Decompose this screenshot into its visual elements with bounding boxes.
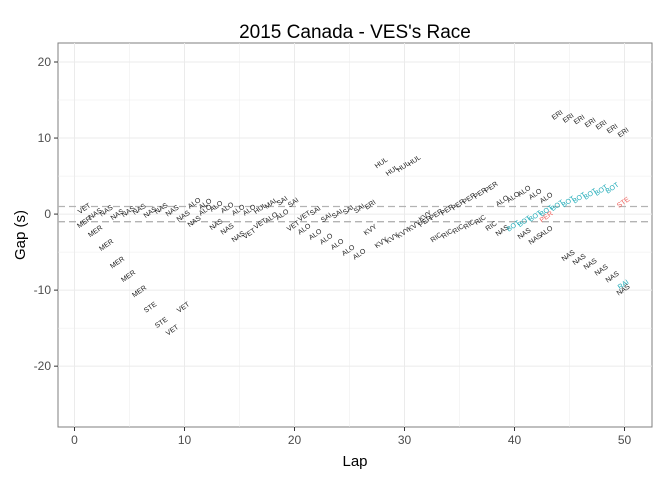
y-tick-label: 0 xyxy=(44,207,51,221)
y-tick-label: 20 xyxy=(38,55,52,69)
y-tick-label: -10 xyxy=(34,283,52,297)
x-tick-label: 30 xyxy=(398,433,412,447)
grid-lines xyxy=(58,43,652,427)
plot-panel xyxy=(57,42,653,428)
y-tick-label: 10 xyxy=(38,131,52,145)
x-tick-label: 50 xyxy=(618,433,632,447)
x-tick-label: 40 xyxy=(508,433,522,447)
y-axis-title: Gap (s) xyxy=(12,210,29,260)
reference-lines xyxy=(58,205,652,223)
x-tick-label: 10 xyxy=(178,433,192,447)
x-tick-label: 20 xyxy=(288,433,302,447)
y-axis: -20 -10 0 10 20 xyxy=(34,55,58,373)
x-axis-title: Lap xyxy=(342,453,367,470)
y-tick-label: -20 xyxy=(34,359,52,373)
chart-title: 2015 Canada - VES's Race xyxy=(239,22,471,43)
x-tick-label: 0 xyxy=(71,433,78,447)
x-axis: 0 10 20 30 40 50 xyxy=(71,427,631,447)
